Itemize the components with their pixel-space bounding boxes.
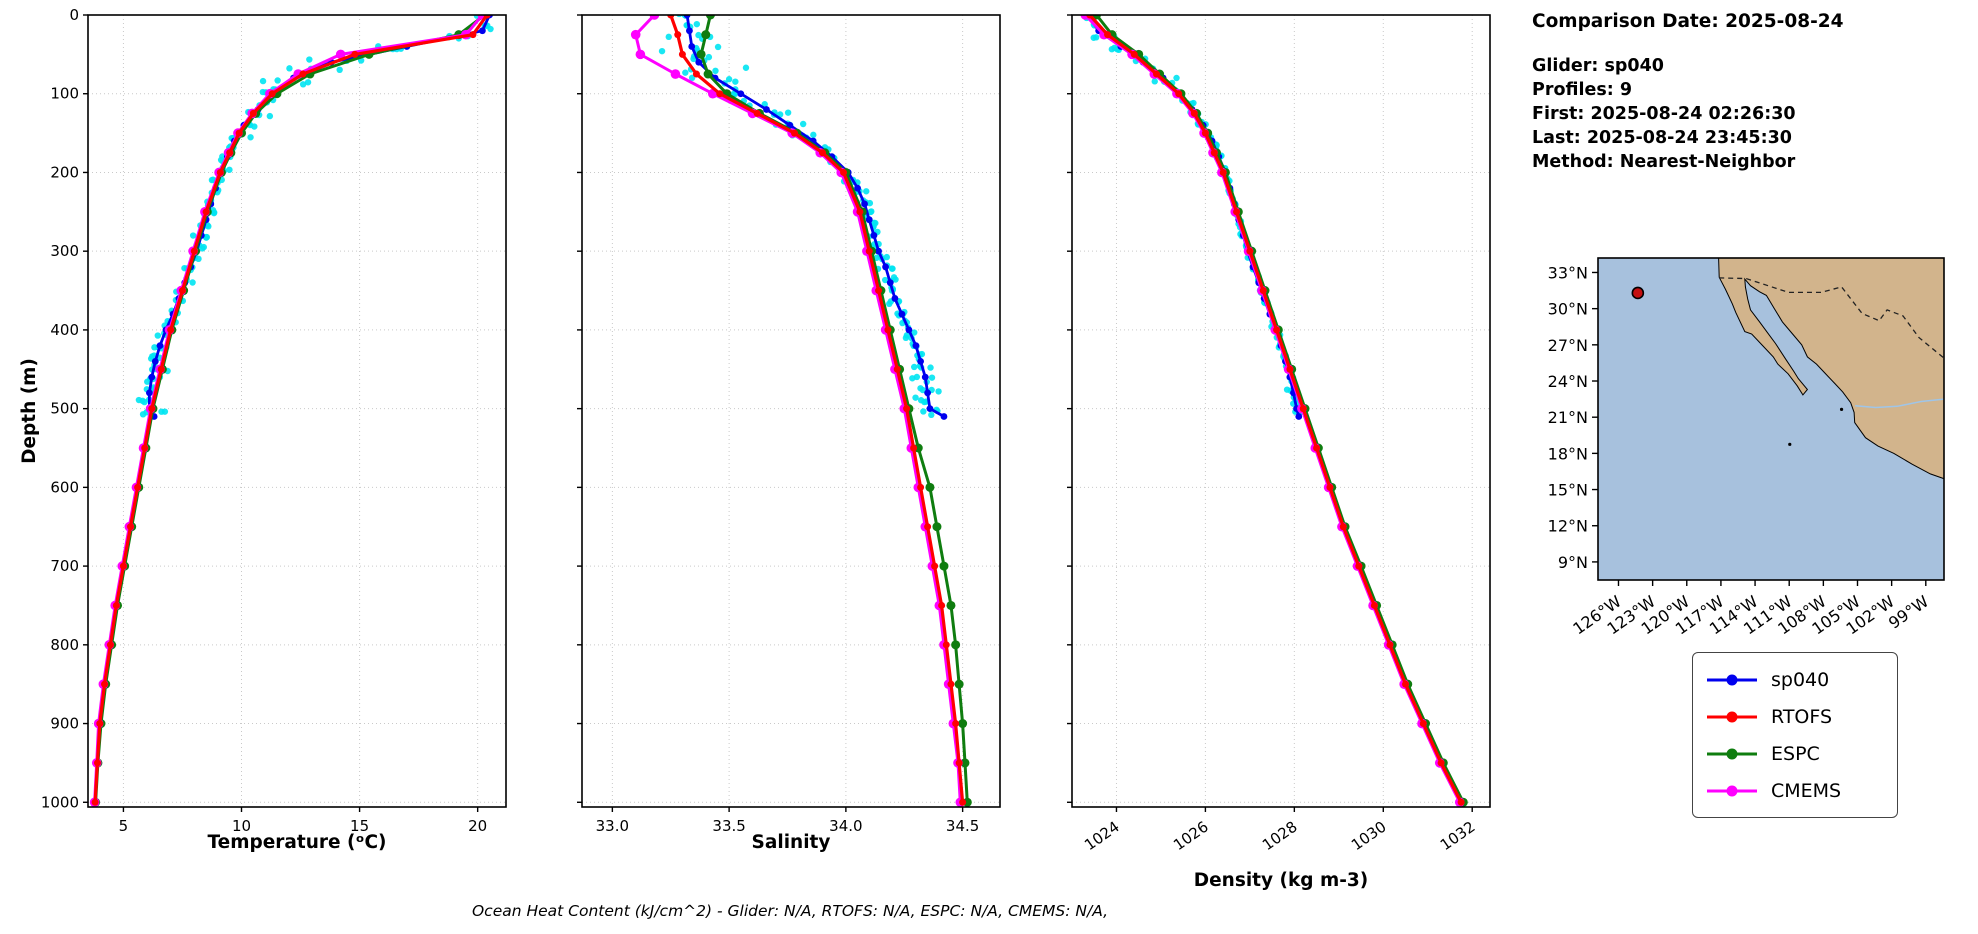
- svg-text:20: 20: [468, 817, 487, 835]
- legend-line-sample: [1707, 674, 1757, 685]
- svg-text:15°N: 15°N: [1548, 481, 1588, 500]
- first-profile-time: First: 2025-08-24 02:26:30: [1532, 104, 1796, 124]
- legend-line-sample: [1707, 785, 1757, 796]
- svg-text:99°W: 99°W: [1885, 592, 1932, 633]
- svg-text:900: 900: [50, 715, 79, 733]
- map-border-dashed: [1719, 277, 1944, 359]
- svg-text:1000: 1000: [41, 793, 79, 811]
- svg-text:34.0: 34.0: [829, 817, 862, 835]
- density-axis-label: Density (kg m-3): [1193, 870, 1369, 891]
- legend-item-sp040: sp040: [1693, 661, 1897, 698]
- legend-item-espc: ESPC: [1693, 735, 1897, 772]
- svg-text:33.0: 33.0: [596, 817, 629, 835]
- svg-text:33.5: 33.5: [712, 817, 745, 835]
- svg-text:300: 300: [50, 242, 79, 260]
- svg-text:0: 0: [69, 6, 79, 24]
- svg-text:33°N: 33°N: [1548, 263, 1588, 282]
- panel-salinity: [630, 15, 972, 807]
- legend-line-sample: [1707, 748, 1757, 759]
- svg-text:800: 800: [50, 636, 79, 654]
- legend-item-cmems: CMEMS: [1693, 772, 1897, 809]
- map-river: [1855, 398, 1944, 409]
- svg-text:10: 10: [232, 817, 251, 835]
- svg-text:27°N: 27°N: [1548, 336, 1588, 355]
- comparison-date: Comparison Date: 2025-08-24: [1532, 11, 1844, 32]
- svg-text:30°N: 30°N: [1548, 300, 1588, 319]
- legend-item-rtofs: RTOFS: [1693, 698, 1897, 735]
- series-RTOFS: [1086, 15, 1465, 806]
- svg-text:18°N: 18°N: [1548, 444, 1588, 463]
- svg-text:700: 700: [50, 557, 79, 575]
- svg-text:400: 400: [50, 321, 79, 339]
- svg-text:24°N: 24°N: [1548, 372, 1588, 391]
- info-panel: Comparison Date: 2025-08-24 Glider: sp04…: [1532, 10, 1972, 174]
- glider-position-marker: [1631, 286, 1645, 300]
- svg-text:9°N: 9°N: [1558, 553, 1588, 572]
- legend-label: sp040: [1771, 668, 1830, 691]
- legend-label: CMEMS: [1771, 779, 1842, 802]
- glider-name: Glider: sp040: [1532, 56, 1664, 76]
- svg-text:12°N: 12°N: [1548, 517, 1588, 536]
- svg-text:200: 200: [50, 163, 79, 181]
- panel-density: [1080, 15, 1468, 807]
- last-profile-time: Last: 2025-08-24 23:45:30: [1532, 128, 1792, 148]
- series-RTOFS: [667, 15, 967, 806]
- series-RTOFS: [91, 15, 491, 806]
- panel-temperature: [89, 15, 495, 807]
- profile-count: Profiles: 9: [1532, 80, 1633, 100]
- legend: sp040 RTOFS ESPC CMEMS: [1692, 652, 1898, 818]
- svg-text:600: 600: [50, 478, 79, 496]
- ocean-heat-content-note: Ocean Heat Content (kJ/cm^2) - Glider: N…: [471, 902, 1109, 920]
- svg-text:34.5: 34.5: [946, 817, 979, 835]
- svg-text:100: 100: [50, 85, 79, 103]
- map-island: [1839, 407, 1844, 411]
- map-island: [1788, 442, 1792, 446]
- temperature-axis-label: Temperature (ᵒC): [207, 832, 387, 853]
- salinity-axis-label: Salinity: [751, 832, 831, 853]
- svg-text:500: 500: [50, 400, 79, 418]
- svg-text:21°N: 21°N: [1548, 408, 1588, 427]
- legend-label: ESPC: [1771, 742, 1820, 765]
- map-frame: [1597, 257, 1945, 581]
- legend-line-sample: [1707, 711, 1757, 722]
- svg-text:15: 15: [350, 817, 369, 835]
- map-land-mexico: [1718, 258, 1944, 480]
- svg-text:5: 5: [119, 817, 129, 835]
- method: Method: Nearest-Neighbor: [1532, 152, 1796, 172]
- legend-label: RTOFS: [1771, 705, 1833, 728]
